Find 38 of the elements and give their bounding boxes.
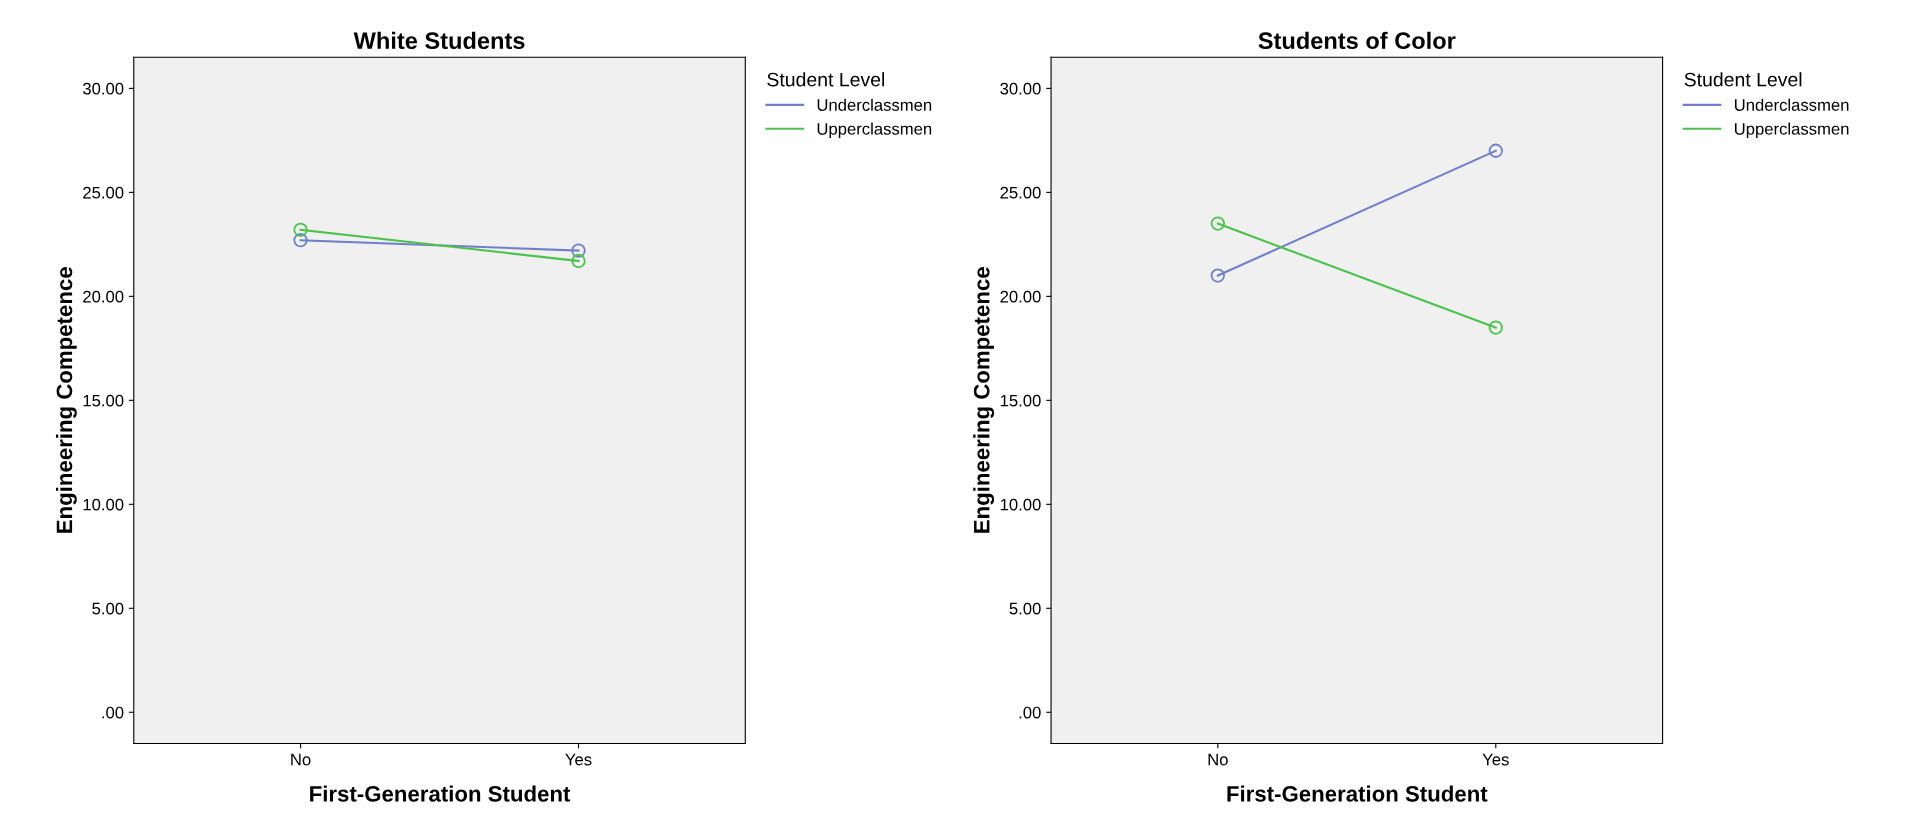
y-tick-label: 30.00 xyxy=(1000,82,1041,95)
x-tick-label: No xyxy=(1208,753,1228,766)
y-tick-label: 5.00 xyxy=(92,602,124,615)
legend-title: Student Level xyxy=(767,72,885,87)
y-tick-label: 5.00 xyxy=(1009,602,1041,615)
point xyxy=(571,253,586,269)
point xyxy=(1488,143,1503,158)
y-tick-label: 20.00 xyxy=(83,290,124,303)
point xyxy=(571,243,586,258)
point xyxy=(1210,216,1225,231)
x-axis-title: First-Generation Student xyxy=(1227,785,1488,802)
legend-label: Upperclassmen xyxy=(1734,122,1849,139)
y-tick-label: 15.00 xyxy=(1000,394,1041,407)
point xyxy=(293,233,308,248)
y-tick-label: 30.00 xyxy=(82,82,124,95)
legend-label: Upperclassmen xyxy=(817,122,932,139)
point xyxy=(1210,268,1225,283)
y-tick-label: 25.00 xyxy=(83,186,124,199)
chart-title: Students of Color xyxy=(1258,31,1456,50)
y-tick-label: 15.00 xyxy=(83,394,124,407)
y-tick-label: .00 xyxy=(1019,706,1041,719)
x-tick-label: Yes xyxy=(1482,753,1509,766)
y-tick-label: 25.00 xyxy=(1000,186,1041,199)
y-tick-label: 20.00 xyxy=(1000,290,1041,303)
point xyxy=(293,222,308,237)
legend-title: Student Level xyxy=(1684,72,1802,87)
x-tick-label: No xyxy=(291,753,311,766)
chart-title: White Students xyxy=(353,31,525,50)
y-axis-title: Engineering Competence xyxy=(973,267,995,533)
y-tick-label: .00 xyxy=(102,706,124,719)
y-axis-title: Engineering Competence xyxy=(55,267,77,533)
legend-label: Underclassmen xyxy=(817,98,932,111)
x-tick-label: Yes xyxy=(565,753,592,766)
point xyxy=(1488,320,1503,335)
y-tick-label: 10.00 xyxy=(1000,498,1041,511)
x-axis-title: First-Generation Student xyxy=(310,785,571,802)
legend-label: Underclassmen xyxy=(1734,98,1849,111)
y-tick-label: 10.00 xyxy=(83,498,124,511)
